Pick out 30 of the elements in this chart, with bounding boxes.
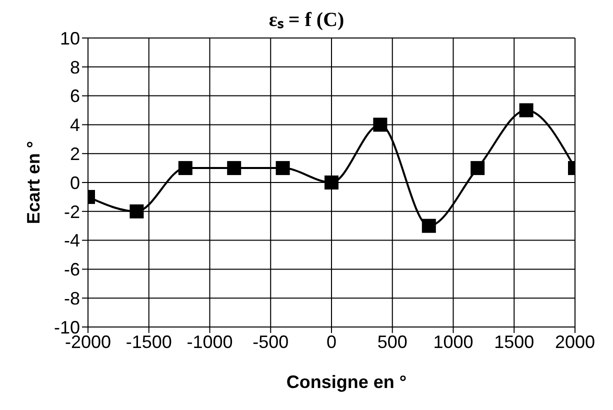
x-tick-label: 1000 [433,332,474,352]
y-tick-label: 8 [70,57,80,78]
y-tick-label: -4 [64,230,80,251]
y-tick-label: 6 [70,86,80,106]
point [276,161,290,176]
y-axis-title: Ecart en ° [23,140,44,224]
y-tick-label: -8 [64,288,80,308]
x-tick-label: 2000 [554,332,596,352]
y-tick-label: -2 [64,202,80,222]
point [130,204,144,218]
x-tick-label: -1500 [126,332,172,352]
x-tick-label: 500 [377,332,408,352]
y-tick-label: 4 [70,115,80,136]
chart-title: εₛ = f (C) [268,9,344,31]
point [324,176,338,190]
point [227,161,242,176]
x-tick-label: 1500 [494,332,534,352]
x-tick-label: -1000 [186,332,233,352]
point [422,218,436,233]
point [519,103,534,118]
y-tick-label: -6 [64,260,80,280]
x-axis-title: Consigne en ° [285,372,408,393]
point [373,118,388,132]
x-tick-label: 0 [326,332,337,352]
x-tick-label: -500 [252,332,289,352]
point [178,161,192,176]
y-tick-label: 0 [70,172,80,193]
y-tick-label: 10 [60,28,80,48]
y-tick-label: 2 [70,144,80,164]
point [470,161,485,176]
